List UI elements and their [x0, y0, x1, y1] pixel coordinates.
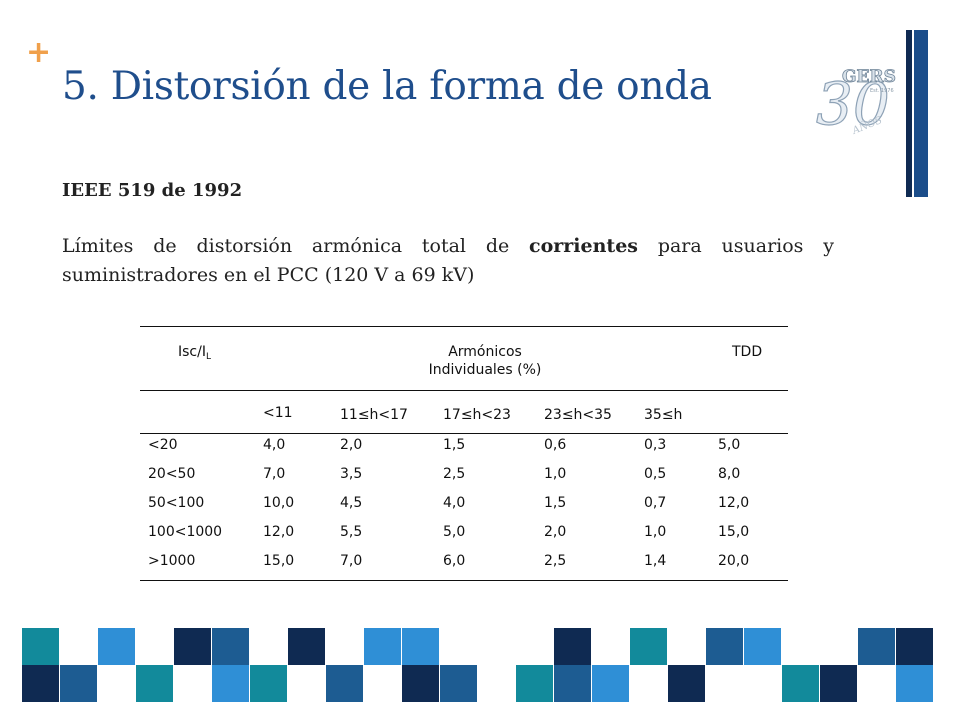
decorative-square — [516, 665, 553, 702]
subheader-range: 35≤h — [644, 407, 683, 423]
table-cell: 5,0 — [718, 437, 741, 453]
accent-bar-dark — [906, 30, 912, 197]
decorative-square — [60, 665, 97, 702]
table-cell: 5,5 — [340, 524, 363, 540]
decorative-square — [22, 628, 59, 665]
table-row-label: 100<1000 — [148, 524, 223, 540]
table-rule-top — [140, 326, 788, 327]
table-row-label: >1000 — [148, 553, 196, 569]
table-cell: 1,5 — [544, 495, 567, 511]
decorative-square — [364, 628, 401, 665]
table-cell: 15,0 — [718, 524, 750, 540]
table-cell: 10,0 — [263, 495, 295, 511]
table-row-label: 50<100 — [148, 495, 205, 511]
decorative-square — [782, 665, 819, 702]
decorative-square — [288, 628, 325, 665]
gers-30-logo: 30 GERS Est. 1976 AÑOS — [815, 67, 896, 139]
table-row-label: 20<50 — [148, 466, 196, 482]
table-row-label: <20 — [148, 437, 178, 453]
table-cell: 20,0 — [718, 553, 750, 569]
standard-subtitle: IEEE 519 de 1992 — [62, 180, 243, 201]
accent-bar-light — [914, 30, 928, 197]
decorative-square — [440, 665, 477, 702]
plus-icon: + — [26, 35, 52, 70]
decorative-square — [858, 628, 895, 665]
subheader-range: <11 — [263, 405, 293, 421]
table-cell: 7,0 — [263, 466, 286, 482]
decorative-square — [706, 628, 743, 665]
table-cell: 0,6 — [544, 437, 567, 453]
table-cell: 0,5 — [644, 466, 667, 482]
table-cell: 8,0 — [718, 466, 741, 482]
table-cell: 4,5 — [340, 495, 363, 511]
subheader-range: 23≤h<35 — [544, 407, 612, 423]
table-cell: 1,4 — [644, 553, 667, 569]
decorative-square — [174, 628, 211, 665]
decorative-square — [98, 628, 135, 665]
decorative-square — [326, 665, 363, 702]
table-rule-subheader — [140, 433, 788, 434]
table-cell: 5,0 — [443, 524, 466, 540]
table-cell: 0,3 — [644, 437, 667, 453]
table-cell: 4,0 — [263, 437, 286, 453]
table-cell: 6,0 — [443, 553, 466, 569]
decorative-square — [554, 665, 591, 702]
decorative-square — [136, 665, 173, 702]
decorative-square — [212, 628, 249, 665]
header-isc-il: Isc/IL — [178, 344, 211, 362]
decorative-square — [212, 665, 249, 702]
description-paragraph: Límites de distorsión armónica total de … — [62, 235, 834, 286]
table-cell: 0,7 — [644, 495, 667, 511]
description-emphasis: corrientes — [529, 235, 638, 257]
header-armonicos: Armónicos Individuales (%) — [428, 344, 542, 378]
decorative-square — [402, 628, 439, 665]
subheader-range: 17≤h<23 — [443, 407, 511, 423]
current-distortion-table: Isc/IL Armónicos Individuales (%) TDD <1… — [140, 326, 788, 586]
decorative-square — [630, 628, 667, 665]
decorative-square — [22, 665, 59, 702]
decorative-square — [744, 628, 781, 665]
decorative-square — [402, 665, 439, 702]
table-cell: 2,5 — [443, 466, 466, 482]
decorative-square — [896, 665, 933, 702]
table-cell: 2,0 — [544, 524, 567, 540]
table-cell: 3,5 — [340, 466, 363, 482]
table-cell: 7,0 — [340, 553, 363, 569]
table-cell: 12,0 — [718, 495, 750, 511]
table-rule-header — [140, 390, 788, 391]
logo-brand: GERS — [842, 67, 896, 87]
table-rule-bottom — [140, 580, 788, 581]
table-cell: 4,0 — [443, 495, 466, 511]
decorative-square — [554, 628, 591, 665]
logo-number: 30 — [816, 70, 890, 138]
table-cell: 2,5 — [544, 553, 567, 569]
table-cell: 15,0 — [263, 553, 295, 569]
table-cell: 2,0 — [340, 437, 363, 453]
decorative-square — [896, 628, 933, 665]
subheader-range: 11≤h<17 — [340, 407, 408, 423]
decorative-square — [250, 665, 287, 702]
table-cell: 1,0 — [644, 524, 667, 540]
header-tdd: TDD — [732, 344, 763, 360]
slide-title: 5. Distorsión de la forma de onda — [62, 64, 712, 109]
decorative-square — [668, 665, 705, 702]
table-cell: 1,0 — [544, 466, 567, 482]
logo-tagline: Est. 1976 — [870, 88, 894, 94]
table-cell: 12,0 — [263, 524, 295, 540]
table-cell: 1,5 — [443, 437, 466, 453]
decorative-square — [592, 665, 629, 702]
decorative-square — [820, 665, 857, 702]
